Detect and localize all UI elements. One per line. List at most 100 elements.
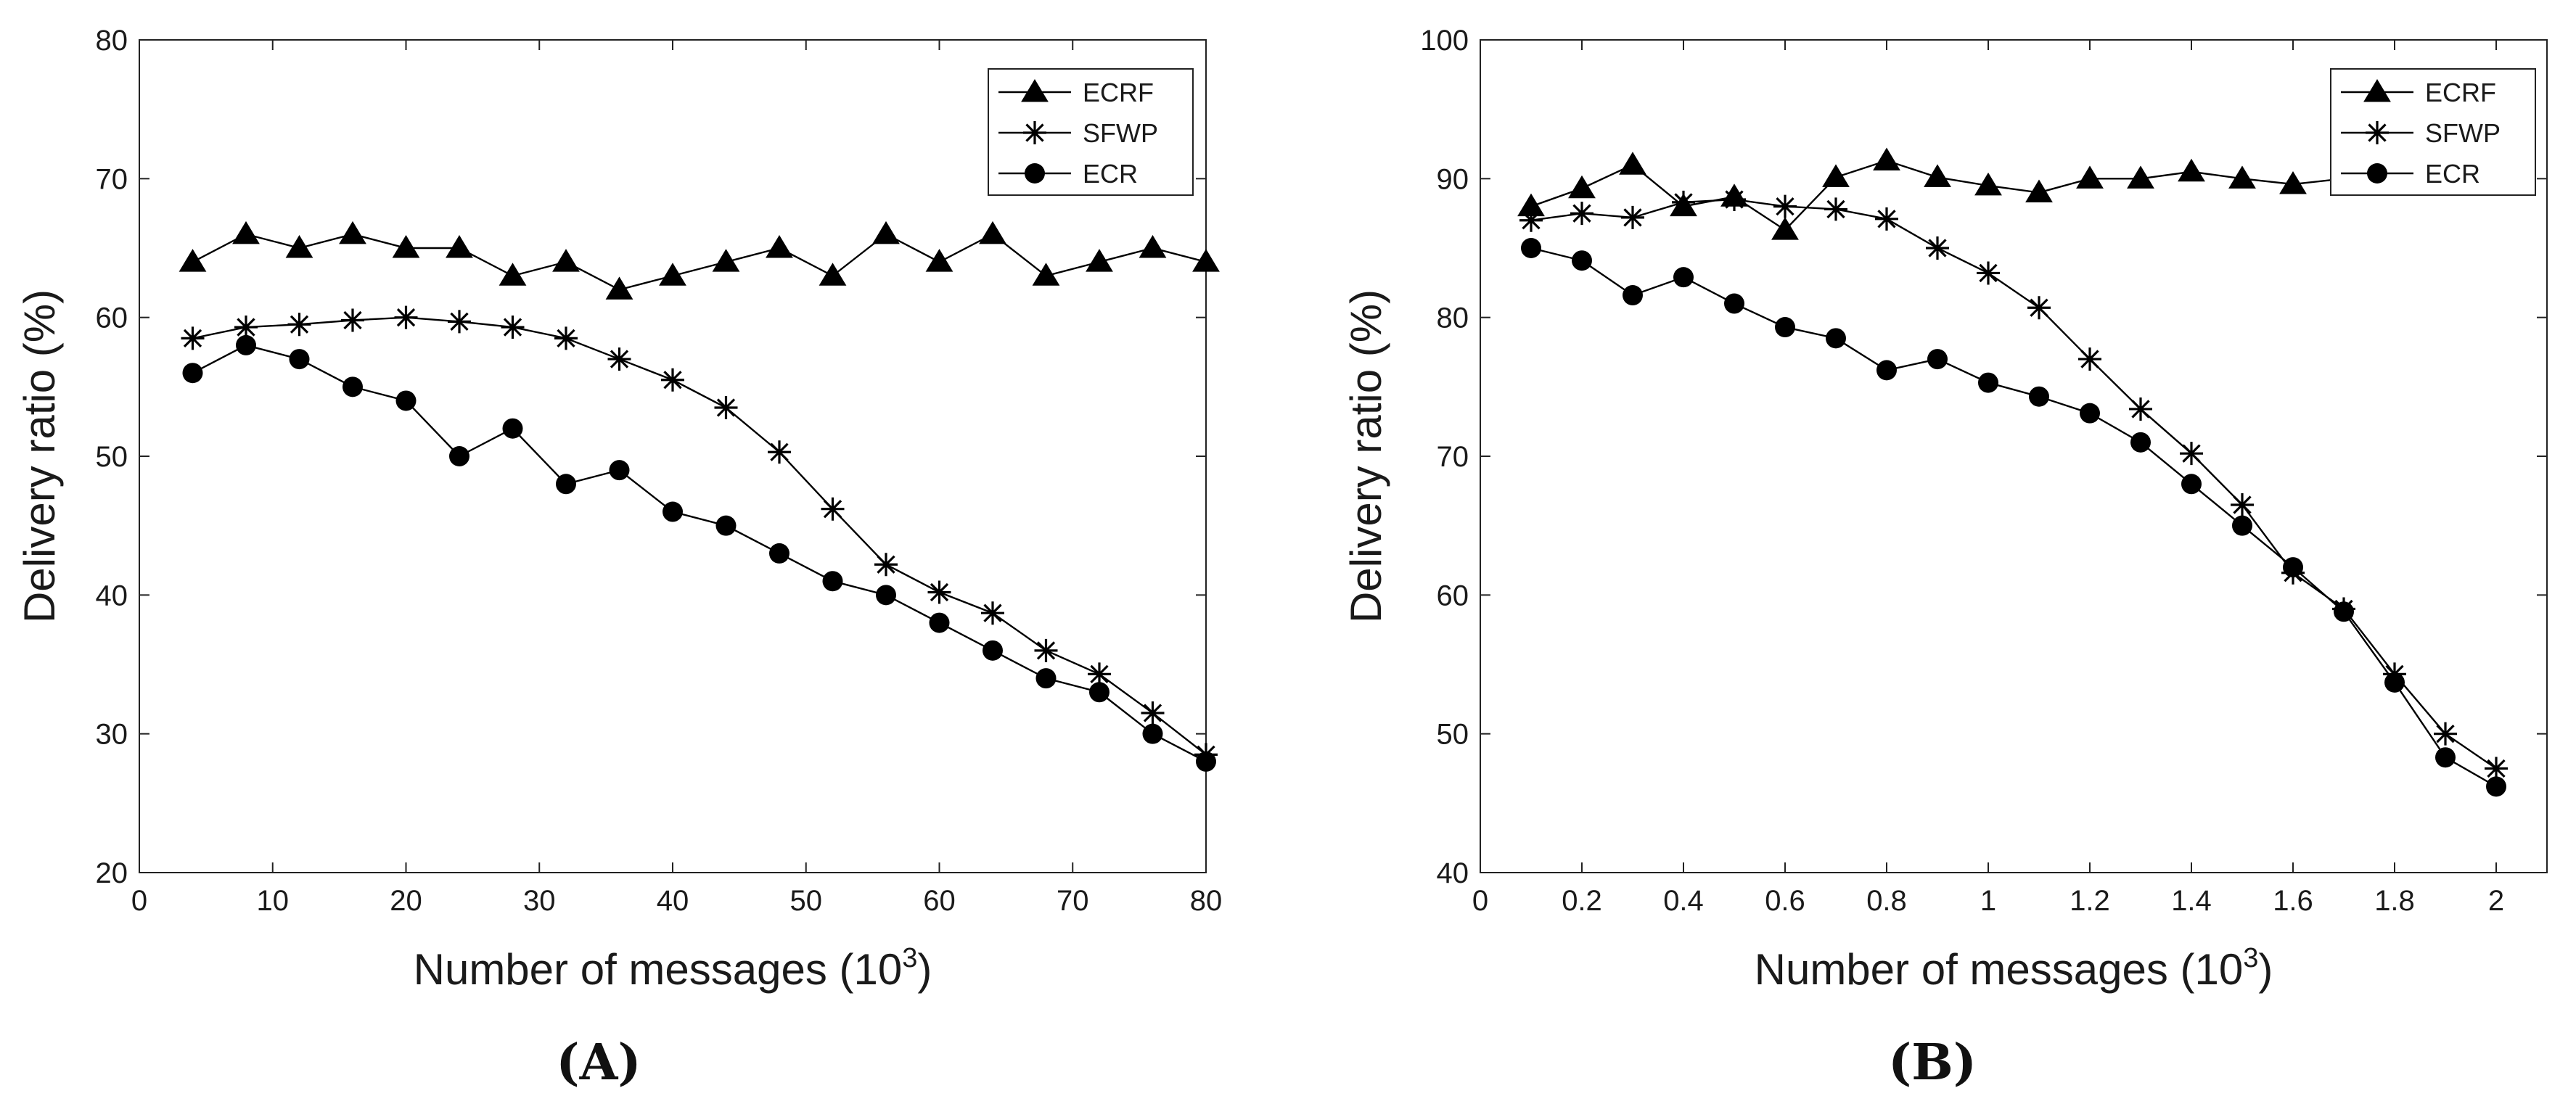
data-point-sfwp — [501, 316, 525, 339]
data-point-sfwp — [181, 326, 205, 350]
y-tick-label: 40 — [1437, 857, 1469, 889]
data-point-ecr — [663, 501, 683, 522]
data-point-ecrf — [766, 235, 793, 258]
data-point-sfwp — [1824, 197, 1847, 221]
data-point-sfwp — [768, 440, 791, 464]
data-point-ecr — [2283, 557, 2303, 578]
data-point-sfwp — [1088, 662, 1111, 686]
data-point-ecr — [2334, 601, 2354, 622]
data-point-ecrf — [499, 263, 527, 286]
x-tick-label: 0.2 — [1562, 885, 1602, 917]
data-point-ecrf — [1873, 147, 1900, 170]
x-tick-label: 10 — [257, 885, 290, 917]
data-point-ecr — [715, 515, 737, 536]
legend-label-ecrf: ECRF — [1083, 78, 1154, 107]
data-point-ecr — [1142, 723, 1163, 744]
data-point-ecr — [342, 376, 363, 397]
data-point-sfwp — [554, 326, 578, 350]
data-point-sfwp — [1519, 208, 1543, 232]
data-point-sfwp — [714, 396, 738, 420]
data-point-ecrf — [339, 221, 366, 244]
data-point-ecr — [2181, 474, 2202, 495]
data-point-sfwp — [287, 313, 311, 337]
data-point-sfwp — [661, 368, 684, 392]
y-tick-label: 50 — [96, 441, 128, 473]
data-point-ecrf — [872, 221, 900, 244]
data-point-sfwp — [821, 497, 845, 521]
legend-marker-ecr — [2367, 163, 2387, 184]
y-tick-label: 60 — [96, 302, 128, 334]
series-group — [1517, 147, 2510, 797]
data-point-ecrf — [2228, 165, 2256, 189]
data-point-sfwp — [2434, 722, 2457, 746]
legend: ECRF SFWP ECR — [2330, 68, 2536, 196]
data-point-ecrf — [819, 263, 847, 286]
data-point-ecrf — [2178, 158, 2205, 182]
x-tick-label: 0 — [1472, 885, 1488, 917]
data-point-sfwp — [341, 308, 364, 332]
data-point-sfwp — [2231, 493, 2254, 516]
series-group — [179, 221, 1220, 772]
data-point-ecr — [876, 585, 896, 606]
y-tick-label: 70 — [96, 163, 128, 195]
legend-label-sfwp: SFWP — [2425, 118, 2501, 148]
tick-group: 0 0.2 0.4 0.6 0.8 1 1.2 1.4 1.6 1.8 2 40 50 60 70 80 90 1… — [1420, 25, 2547, 917]
legend-label-ecr: ECR — [1083, 159, 1138, 189]
data-point-ecr — [1876, 360, 1897, 381]
data-point-sfwp — [394, 305, 418, 329]
data-point-sfwp — [607, 347, 631, 371]
chart-panel-b: 0 0.2 0.4 0.6 0.8 1 1.2 1.4 1.6 1.8 2 40 50 60 70 80 90 1… — [1342, 25, 2548, 1092]
x-tick-label: 20 — [390, 885, 422, 917]
data-point-ecrf — [2127, 165, 2154, 189]
data-point-ecrf — [285, 235, 313, 258]
data-point-ecr — [1978, 372, 1998, 393]
data-point-sfwp — [1570, 202, 1593, 226]
y-tick-label: 80 — [1437, 302, 1469, 334]
data-point-ecr — [2486, 776, 2506, 797]
data-point-ecrf — [1771, 217, 1799, 240]
x-tick-label: 2 — [2488, 885, 2504, 917]
y-axis-title: Delivery ratio (%) — [1342, 289, 1390, 623]
y-tick-label: 80 — [96, 25, 128, 57]
data-point-ecr — [1927, 349, 1948, 370]
data-point-ecrf — [1974, 172, 2002, 196]
data-point-sfwp — [2485, 757, 2508, 780]
x-tick-label: 1.6 — [2273, 885, 2313, 917]
data-point-ecr — [1623, 285, 1643, 306]
y-tick-label: 50 — [1437, 719, 1469, 751]
data-point-ecrf — [446, 235, 473, 258]
data-point-ecrf — [1619, 152, 1646, 175]
data-point-sfwp — [1977, 261, 2000, 285]
panel-label-a: (A) — [556, 1034, 641, 1092]
data-point-ecr — [1089, 682, 1109, 703]
data-point-ecrf — [1517, 193, 1545, 217]
data-point-ecr — [609, 460, 630, 481]
data-point-sfwp — [1773, 194, 1797, 218]
data-point-sfwp — [2078, 347, 2101, 371]
data-point-ecr — [502, 418, 523, 439]
data-point-ecr — [1572, 250, 1592, 271]
data-point-ecr — [2080, 403, 2100, 424]
data-point-ecrf — [1822, 164, 1850, 187]
data-point-ecrf — [979, 221, 1006, 244]
data-point-sfwp — [874, 553, 898, 577]
legend-label-sfwp: SFWP — [1083, 118, 1158, 148]
data-point-ecrf — [1924, 164, 1951, 187]
data-point-ecrf — [605, 276, 633, 300]
data-point-ecrf — [1192, 249, 1220, 272]
data-point-ecr — [769, 543, 789, 564]
data-point-sfwp — [1621, 205, 1644, 229]
data-point-ecr — [1826, 328, 1846, 349]
data-point-ecrf — [659, 263, 686, 286]
x-tick-label: 0.6 — [1765, 885, 1805, 917]
data-point-sfwp — [2027, 296, 2051, 320]
legend-marker-ecr — [1025, 163, 1045, 184]
data-point-sfwp — [448, 310, 471, 334]
data-point-ecrf — [925, 249, 953, 272]
x-tick-label: 60 — [923, 885, 956, 917]
data-point-ecr — [2232, 515, 2252, 536]
x-tick-label: 0.4 — [1663, 885, 1704, 917]
data-point-ecr — [983, 640, 1003, 661]
data-point-ecr — [1775, 317, 1795, 338]
data-point-sfwp — [234, 316, 258, 339]
